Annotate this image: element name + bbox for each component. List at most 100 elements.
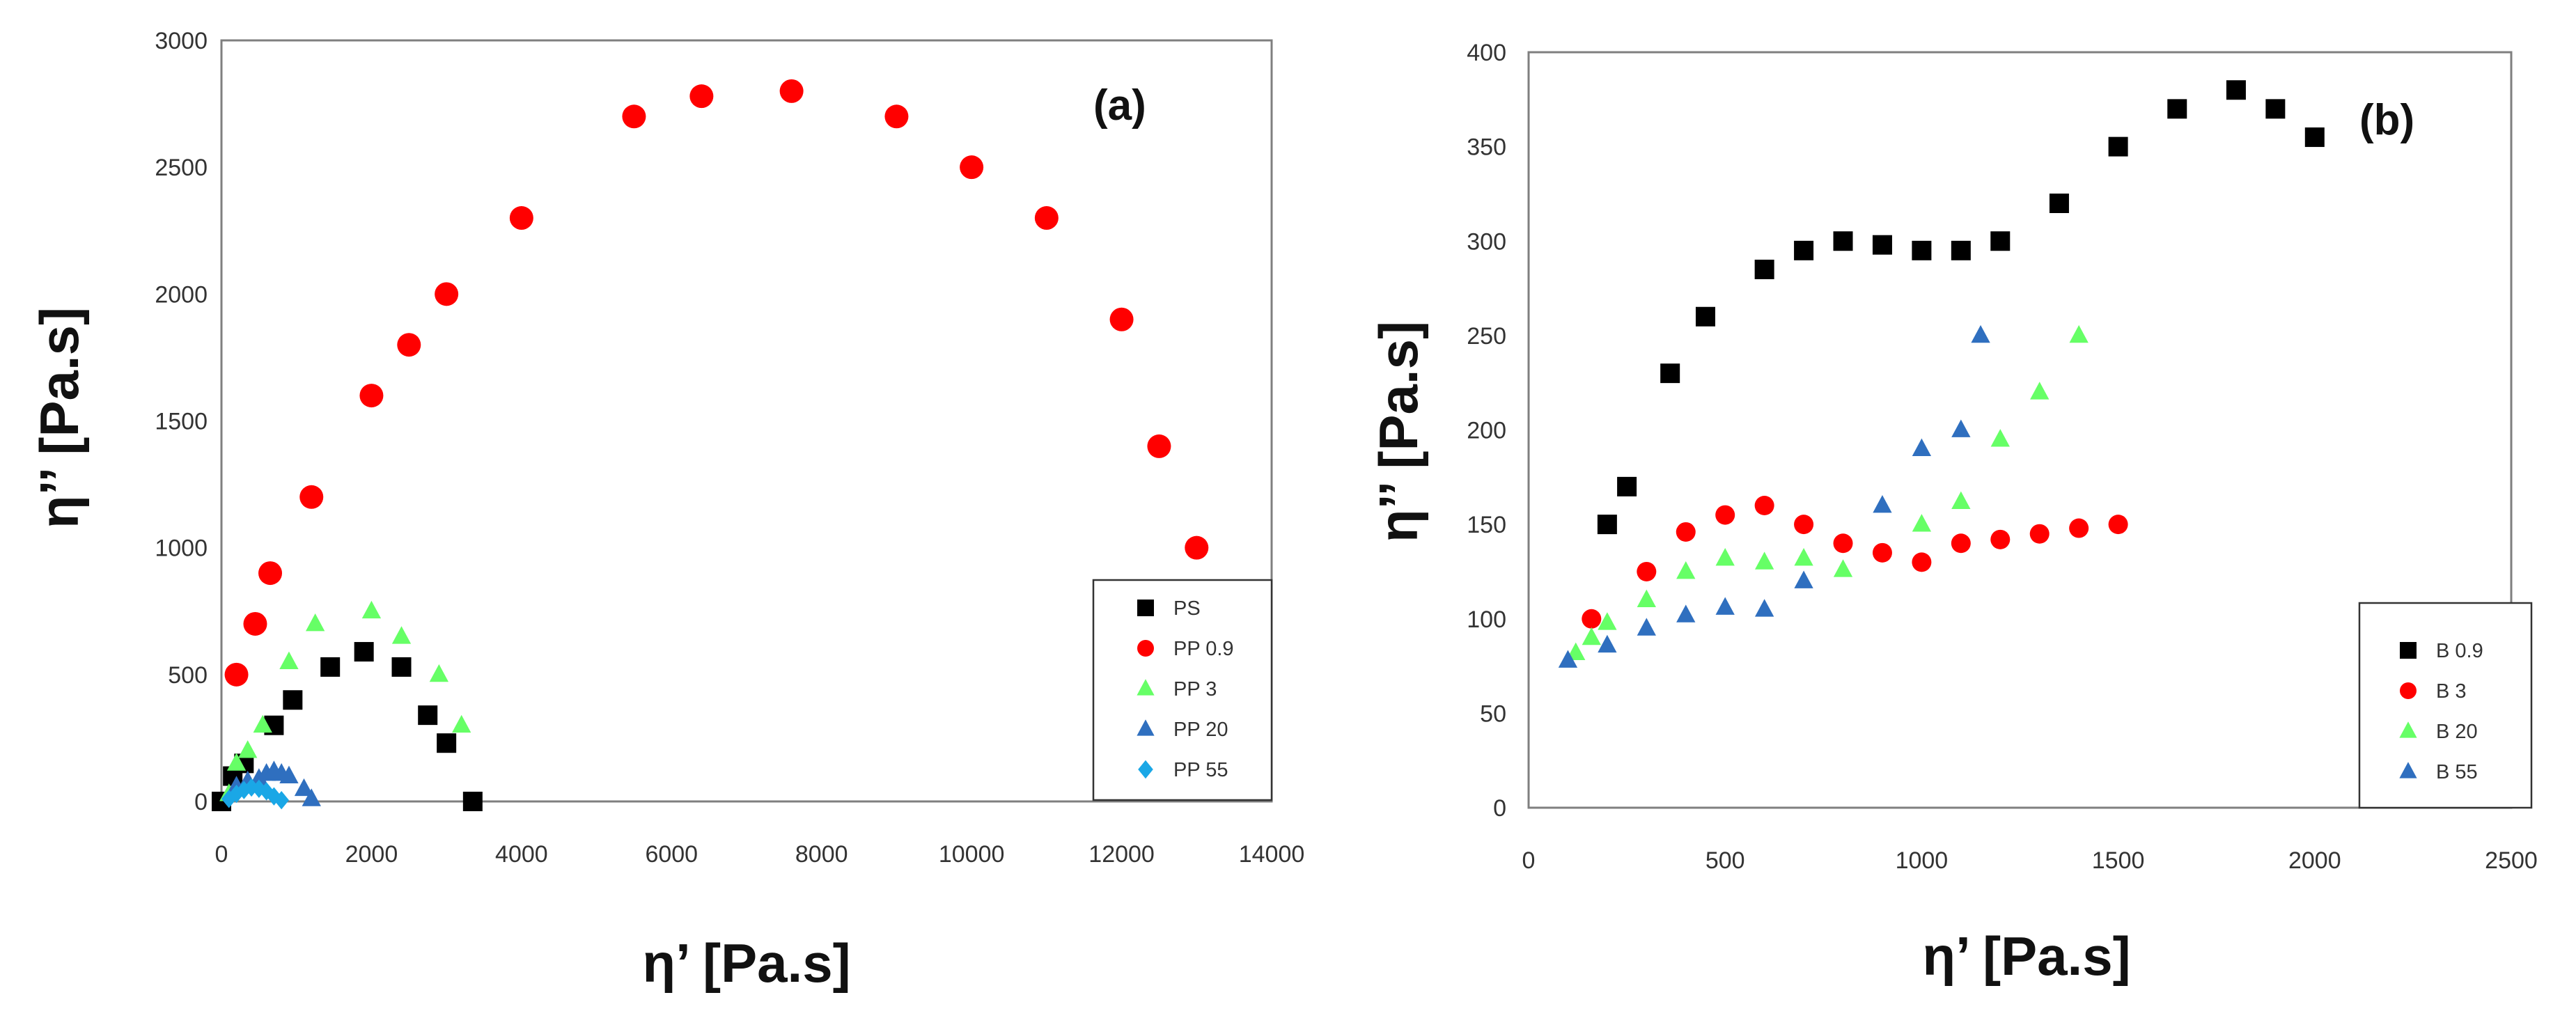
x-tick-label-a-4: 8000 [795, 841, 848, 868]
legend-label-b-b-0-9: B 0.9 [2436, 640, 2483, 662]
legend-box-b [2358, 602, 2533, 809]
point-b-b-55-6 [1794, 570, 1813, 588]
point-a-pp-0-9-12 [960, 155, 984, 180]
point-a-pp-3-2 [238, 740, 258, 758]
legend-box-a [1092, 579, 1273, 801]
point-a-pp-0-9-4 [359, 384, 384, 408]
legend-marker-a-ps [1137, 600, 1154, 616]
point-b-b-55-7 [1873, 495, 1892, 513]
point-a-pp-55-1 [228, 784, 244, 804]
legend-label-b-b-3: B 3 [2436, 680, 2467, 703]
y-tick-label-b-5: 250 [1467, 323, 1506, 350]
legend-marker-b-b-3 [2400, 682, 2417, 699]
x-tick-label-a-0: 0 [215, 841, 228, 868]
x-tick-label-b-5: 2500 [2485, 847, 2538, 874]
point-b-b-20-1 [1582, 627, 1601, 645]
y-tick-label-a-3: 1500 [155, 409, 208, 435]
point-b-b-3-4 [1754, 496, 1774, 515]
axis-ticks-b: 0 500 1000 1500 2000 2500 0 50 100 150 200 250 300 35… [1467, 40, 2538, 874]
point-b-b-55-8 [1912, 438, 1932, 457]
point-b-b-20-2 [1598, 612, 1617, 630]
point-a-pp-55-0 [221, 790, 237, 808]
legend-marker-a-pp-0-9 [1137, 640, 1154, 657]
legend-label-b-b-55: B 55 [2436, 761, 2478, 783]
point-b-b-0-9-16 [2304, 127, 2325, 148]
legend-marker-a-pp-3 [1137, 679, 1155, 696]
point-a-pp-3-6 [361, 600, 382, 619]
x-tick-label-a-5: 10000 [939, 841, 1005, 868]
data-marks-b [1558, 80, 2325, 668]
y-tick-label-b-3: 150 [1467, 512, 1506, 538]
point-a-pp-0-9-2 [258, 561, 283, 586]
point-b-b-20-6 [1754, 551, 1774, 570]
point-b-b-55-0 [1558, 650, 1578, 668]
point-b-b-20-8 [1833, 559, 1853, 577]
point-a-pp-55-7 [274, 790, 289, 810]
legend-marker-b-b-0-9 [2400, 642, 2417, 659]
y-tick-label-a-5: 2500 [155, 155, 208, 181]
legend-label-a-ps: PS [1173, 597, 1201, 620]
point-b-b-3-7 [1872, 542, 1892, 563]
point-a-pp-0-9-11 [884, 104, 909, 129]
y-tick-label-b-4: 200 [1467, 418, 1506, 444]
point-a-ps-7 [391, 657, 412, 677]
point-b-b-0-9-13 [2167, 99, 2187, 119]
point-b-b-20-5 [1715, 548, 1735, 566]
legend-marker-b-b-20 [2399, 721, 2417, 738]
point-b-b-55-10 [1971, 324, 1990, 343]
y-tick-label-a-1: 500 [168, 662, 208, 689]
legend-marker-a-pp-20 [1137, 719, 1155, 736]
point-b-b-0-9-7 [1872, 235, 1892, 255]
x-tick-label-a-6: 12000 [1088, 841, 1155, 868]
point-b-b-55-2 [1637, 618, 1656, 636]
point-a-pp-3-8 [429, 664, 449, 682]
point-b-b-0-9-10 [1990, 231, 2011, 251]
point-b-b-0-9-0 [1597, 515, 1617, 535]
x-tick-label-a-3: 6000 [645, 841, 698, 868]
point-a-pp-3-9 [452, 714, 471, 733]
point-b-b-0-9-5 [1794, 240, 1814, 260]
point-a-ps-4 [283, 690, 303, 710]
point-b-b-20-9 [1912, 514, 1932, 532]
point-a-pp-55-6 [266, 787, 282, 806]
point-a-pp-3-1 [226, 753, 247, 771]
y-tick-label-b-8: 400 [1467, 40, 1506, 66]
point-a-pp-3-7 [391, 626, 412, 644]
point-b-b-3-2 [1676, 522, 1696, 542]
point-b-b-3-6 [1833, 533, 1853, 554]
y-tick-label-a-6: 3000 [155, 28, 208, 54]
point-a-pp-0-9-6 [435, 282, 459, 306]
point-a-pp-0-9-0 [224, 662, 249, 687]
point-a-pp-0-9-16 [1185, 535, 1209, 560]
point-b-b-20-11 [1990, 429, 2010, 447]
x-tick-label-b-0: 0 [1522, 847, 1536, 874]
point-b-b-55-9 [1951, 419, 1971, 437]
y-axis-title-a: η’’ [Pa.s] [29, 307, 90, 528]
point-b-b-3-10 [1990, 529, 2011, 549]
point-b-b-20-12 [2030, 382, 2050, 400]
point-a-pp-0-9-1 [243, 611, 267, 636]
data-marks-a [212, 79, 1209, 811]
y-tick-label-b-7: 350 [1467, 134, 1506, 161]
x-tick-label-b-1: 500 [1705, 847, 1745, 874]
point-a-ps-6 [354, 642, 374, 662]
point-a-pp-20-6 [279, 765, 299, 783]
y-tick-label-b-6: 300 [1467, 228, 1506, 255]
point-b-b-0-9-4 [1754, 259, 1774, 279]
point-a-pp-0-9-5 [397, 333, 421, 357]
point-b-b-0-9-11 [2049, 194, 2069, 213]
x-tick-label-a-7: 14000 [1239, 841, 1305, 868]
axis-ticks-a: 0 2000 4000 6000 8000 10000 12000 14000 0 500 1000… [155, 28, 1304, 868]
legend-a: PS PP 0.9 PP 3 PP 20 PP 55 [1092, 579, 1273, 801]
point-b-b-55-5 [1754, 599, 1774, 617]
y-tick-label-a-0: 0 [194, 789, 208, 815]
point-b-b-0-9-1 [1617, 476, 1637, 496]
x-tick-label-a-2: 4000 [495, 841, 548, 868]
point-a-pp-3-5 [305, 613, 325, 632]
point-b-b-0-9-2 [1660, 363, 1680, 384]
point-a-pp-20-7 [294, 778, 314, 797]
panel-label-a: (a) [1093, 81, 1146, 130]
y-tick-label-b-1: 50 [1480, 700, 1506, 727]
x-axis-title-b: η’ [Pa.s] [1922, 925, 2130, 987]
